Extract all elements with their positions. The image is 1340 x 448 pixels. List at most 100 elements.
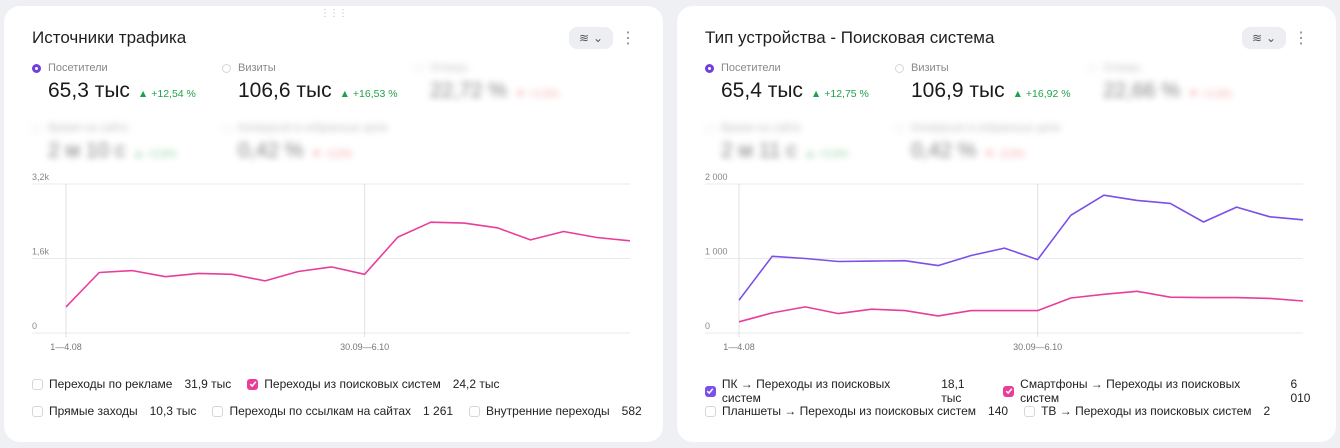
metric-label: Посетители bbox=[32, 62, 196, 74]
legend-row: ПК → Переходы из поисковых систем 18,1 ты… bbox=[705, 377, 1336, 405]
checkbox-icon[interactable] bbox=[469, 405, 481, 417]
radio-icon bbox=[32, 123, 41, 133]
blurred-metric-2: Конверсия в избранные цели 0,42 % ▼ -3,5% bbox=[895, 122, 1060, 163]
radio-icon[interactable] bbox=[222, 63, 231, 73]
legend-row: Переходы по рекламе 31,9 тыс Переходы из п… bbox=[32, 377, 516, 391]
y-tick-label: 0 bbox=[705, 321, 710, 331]
legend-label: Прямые заходы bbox=[49, 404, 138, 418]
metric-value: 65,3 тыс bbox=[48, 79, 130, 102]
metric-value: 0,42 % bbox=[911, 139, 977, 162]
metric-delta: ▲ +16,53 % bbox=[339, 88, 398, 100]
blurred-metric-2: Конверсия в избранные цели 0,42 % ▼ -3,5% bbox=[222, 122, 387, 163]
series-line-1[interactable] bbox=[738, 290, 1304, 323]
metric-delta: ▲ +12,75 % bbox=[810, 88, 869, 100]
legend-label: ПК → Переходы из поисковых систем bbox=[721, 377, 891, 405]
legend-item[interactable]: Переходы по рекламе 31,9 тыс bbox=[32, 377, 231, 391]
metric-value-row: 106,9 тыс ▲ +16,92 % bbox=[911, 79, 1071, 103]
metric-value: 2 м 10 с bbox=[48, 139, 126, 162]
blurred-metric-0: Отказы 22,66 % ▼ +1,6% bbox=[1087, 62, 1231, 103]
radio-icon[interactable] bbox=[32, 63, 41, 73]
metric-label-text: Посетители bbox=[721, 62, 781, 74]
checkbox-icon[interactable] bbox=[212, 405, 224, 417]
checkbox-icon[interactable] bbox=[1003, 385, 1015, 397]
chart-type-button[interactable]: ≋ ⌄ bbox=[569, 27, 613, 49]
radio-icon bbox=[1087, 63, 1096, 73]
legend-item[interactable]: Планшеты → Переходы из поисковых систем 1… bbox=[705, 404, 1008, 418]
legend-item[interactable]: Смартфоны → Переходы из поисковых систем… bbox=[1003, 377, 1320, 405]
radio-icon[interactable] bbox=[705, 63, 714, 73]
radio-icon bbox=[414, 63, 423, 73]
metric-value-row: 65,3 тыс ▲ +12,54 % bbox=[48, 79, 196, 103]
metric-label: Отказы bbox=[1087, 62, 1231, 74]
metric-0[interactable]: Посетители 65,3 тыс ▲ +12,54 % bbox=[32, 62, 196, 103]
line-chart: 2 000 1 000 0 1—4.08 30.09—6.10 bbox=[705, 172, 1304, 352]
radio-icon[interactable] bbox=[895, 63, 904, 73]
checkbox-icon[interactable] bbox=[705, 405, 716, 417]
metric-label: Конверсия в избранные цели bbox=[895, 122, 1060, 134]
metric-0[interactable]: Посетители 65,4 тыс ▲ +12,75 % bbox=[705, 62, 869, 103]
legend-label: Внутренние переходы bbox=[486, 404, 610, 418]
legend-label: Переходы из поисковых систем bbox=[264, 377, 441, 391]
legend-label: Планшеты → Переходы из поисковых систем bbox=[722, 404, 977, 418]
chart-lines-icon: ≋ bbox=[1251, 31, 1262, 45]
traffic-sources-card: ⋮⋮⋮ Источники трафика ≋ ⌄ ⋮ Посетители 65… bbox=[4, 6, 663, 442]
x-tick-label: 1—4.08 bbox=[50, 342, 82, 352]
checkbox-icon[interactable] bbox=[705, 385, 716, 397]
legend-item[interactable]: ТВ → Переходы из поисковых систем 2 bbox=[1024, 404, 1270, 418]
blurred-metric-1: Время на сайте 2 м 11 с ▲ +3,9% bbox=[705, 122, 848, 163]
checkbox-icon[interactable] bbox=[32, 378, 43, 390]
y-tick-label: 1,6k bbox=[32, 247, 50, 257]
legend-item[interactable]: Переходы из поисковых систем 24,2 тыс bbox=[247, 377, 500, 391]
checkbox-icon[interactable] bbox=[1024, 405, 1036, 417]
metric-delta: ▼ -3,5% bbox=[311, 148, 353, 160]
metric-label: Время на сайте bbox=[32, 122, 177, 134]
metric-value-row: 0,42 % ▼ -3,5% bbox=[911, 139, 1060, 163]
card-title: Источники трафика bbox=[32, 28, 187, 47]
metric-value: 22,72 % bbox=[430, 79, 508, 102]
legend-value: 582 bbox=[621, 404, 642, 418]
legend-value: 6 010 bbox=[1290, 377, 1311, 405]
legend-item[interactable]: Переходы по ссылкам на сайтах 1 261 bbox=[212, 404, 453, 418]
legend-label: Смартфоны → Переходы из поисковых систем bbox=[1020, 377, 1241, 405]
radio-icon bbox=[895, 123, 904, 133]
metric-label-text: Визиты bbox=[911, 62, 949, 74]
legend-value: 24,2 тыс bbox=[452, 377, 500, 391]
metric-label: Отказы bbox=[414, 62, 558, 74]
legend-item[interactable]: Прямые заходы 10,3 тыс bbox=[32, 404, 196, 418]
metric-label-text: Конверсия в избранные цели bbox=[911, 122, 1061, 134]
legend-value: 31,9 тыс bbox=[184, 377, 232, 391]
x-tick-label: 30.09—6.10 bbox=[1013, 342, 1062, 352]
metric-delta: ▼ +1,6% bbox=[1188, 88, 1232, 100]
y-tick-label: 1 000 bbox=[705, 247, 728, 257]
metric-delta: ▲ +12,54 % bbox=[137, 88, 196, 100]
metric-value: 106,6 тыс bbox=[238, 79, 332, 102]
metric-delta: ▲ +3,8% bbox=[133, 148, 177, 160]
metric-delta: ▼ +1,5% bbox=[515, 88, 559, 100]
more-menu-icon[interactable]: ⋮ bbox=[620, 30, 636, 47]
blurred-metric-1: Время на сайте 2 м 10 с ▲ +3,8% bbox=[32, 122, 177, 163]
chevron-down-icon: ⌄ bbox=[1266, 31, 1277, 45]
metric-value: 22,66 % bbox=[1103, 79, 1181, 102]
metric-label-text: Визиты bbox=[238, 62, 276, 74]
more-menu-icon[interactable]: ⋮ bbox=[1293, 30, 1309, 47]
metric-value-row: 65,4 тыс ▲ +12,75 % bbox=[721, 79, 869, 103]
metric-value-row: 22,72 % ▼ +1,5% bbox=[430, 79, 558, 103]
x-tick-label: 1—4.08 bbox=[723, 342, 755, 352]
checkbox-icon[interactable] bbox=[32, 405, 43, 417]
y-tick-label: 0 bbox=[32, 321, 37, 331]
legend-item[interactable]: ПК → Переходы из поисковых систем 18,1 ты… bbox=[705, 377, 987, 405]
metric-1[interactable]: Визиты 106,9 тыс ▲ +16,92 % bbox=[895, 62, 1071, 103]
drag-handle-icon[interactable]: ⋮⋮⋮ bbox=[320, 8, 348, 19]
series-line-0[interactable] bbox=[65, 221, 631, 308]
legend-value: 1 261 bbox=[423, 404, 454, 418]
y-tick-label: 2 000 bbox=[705, 172, 728, 182]
chart-type-button[interactable]: ≋ ⌄ bbox=[1242, 27, 1286, 49]
legend-item[interactable]: Внутренние переходы 582 bbox=[469, 404, 642, 418]
legend-label: ТВ → Переходы из поисковых систем bbox=[1041, 404, 1252, 418]
metric-label-text: Отказы bbox=[430, 62, 468, 74]
metric-label-text: Отказы bbox=[1103, 62, 1141, 74]
legend-label: Переходы по рекламе bbox=[49, 377, 173, 391]
checkbox-icon[interactable] bbox=[247, 378, 259, 390]
metric-1[interactable]: Визиты 106,6 тыс ▲ +16,53 % bbox=[222, 62, 398, 103]
series-line-0[interactable] bbox=[738, 194, 1304, 301]
